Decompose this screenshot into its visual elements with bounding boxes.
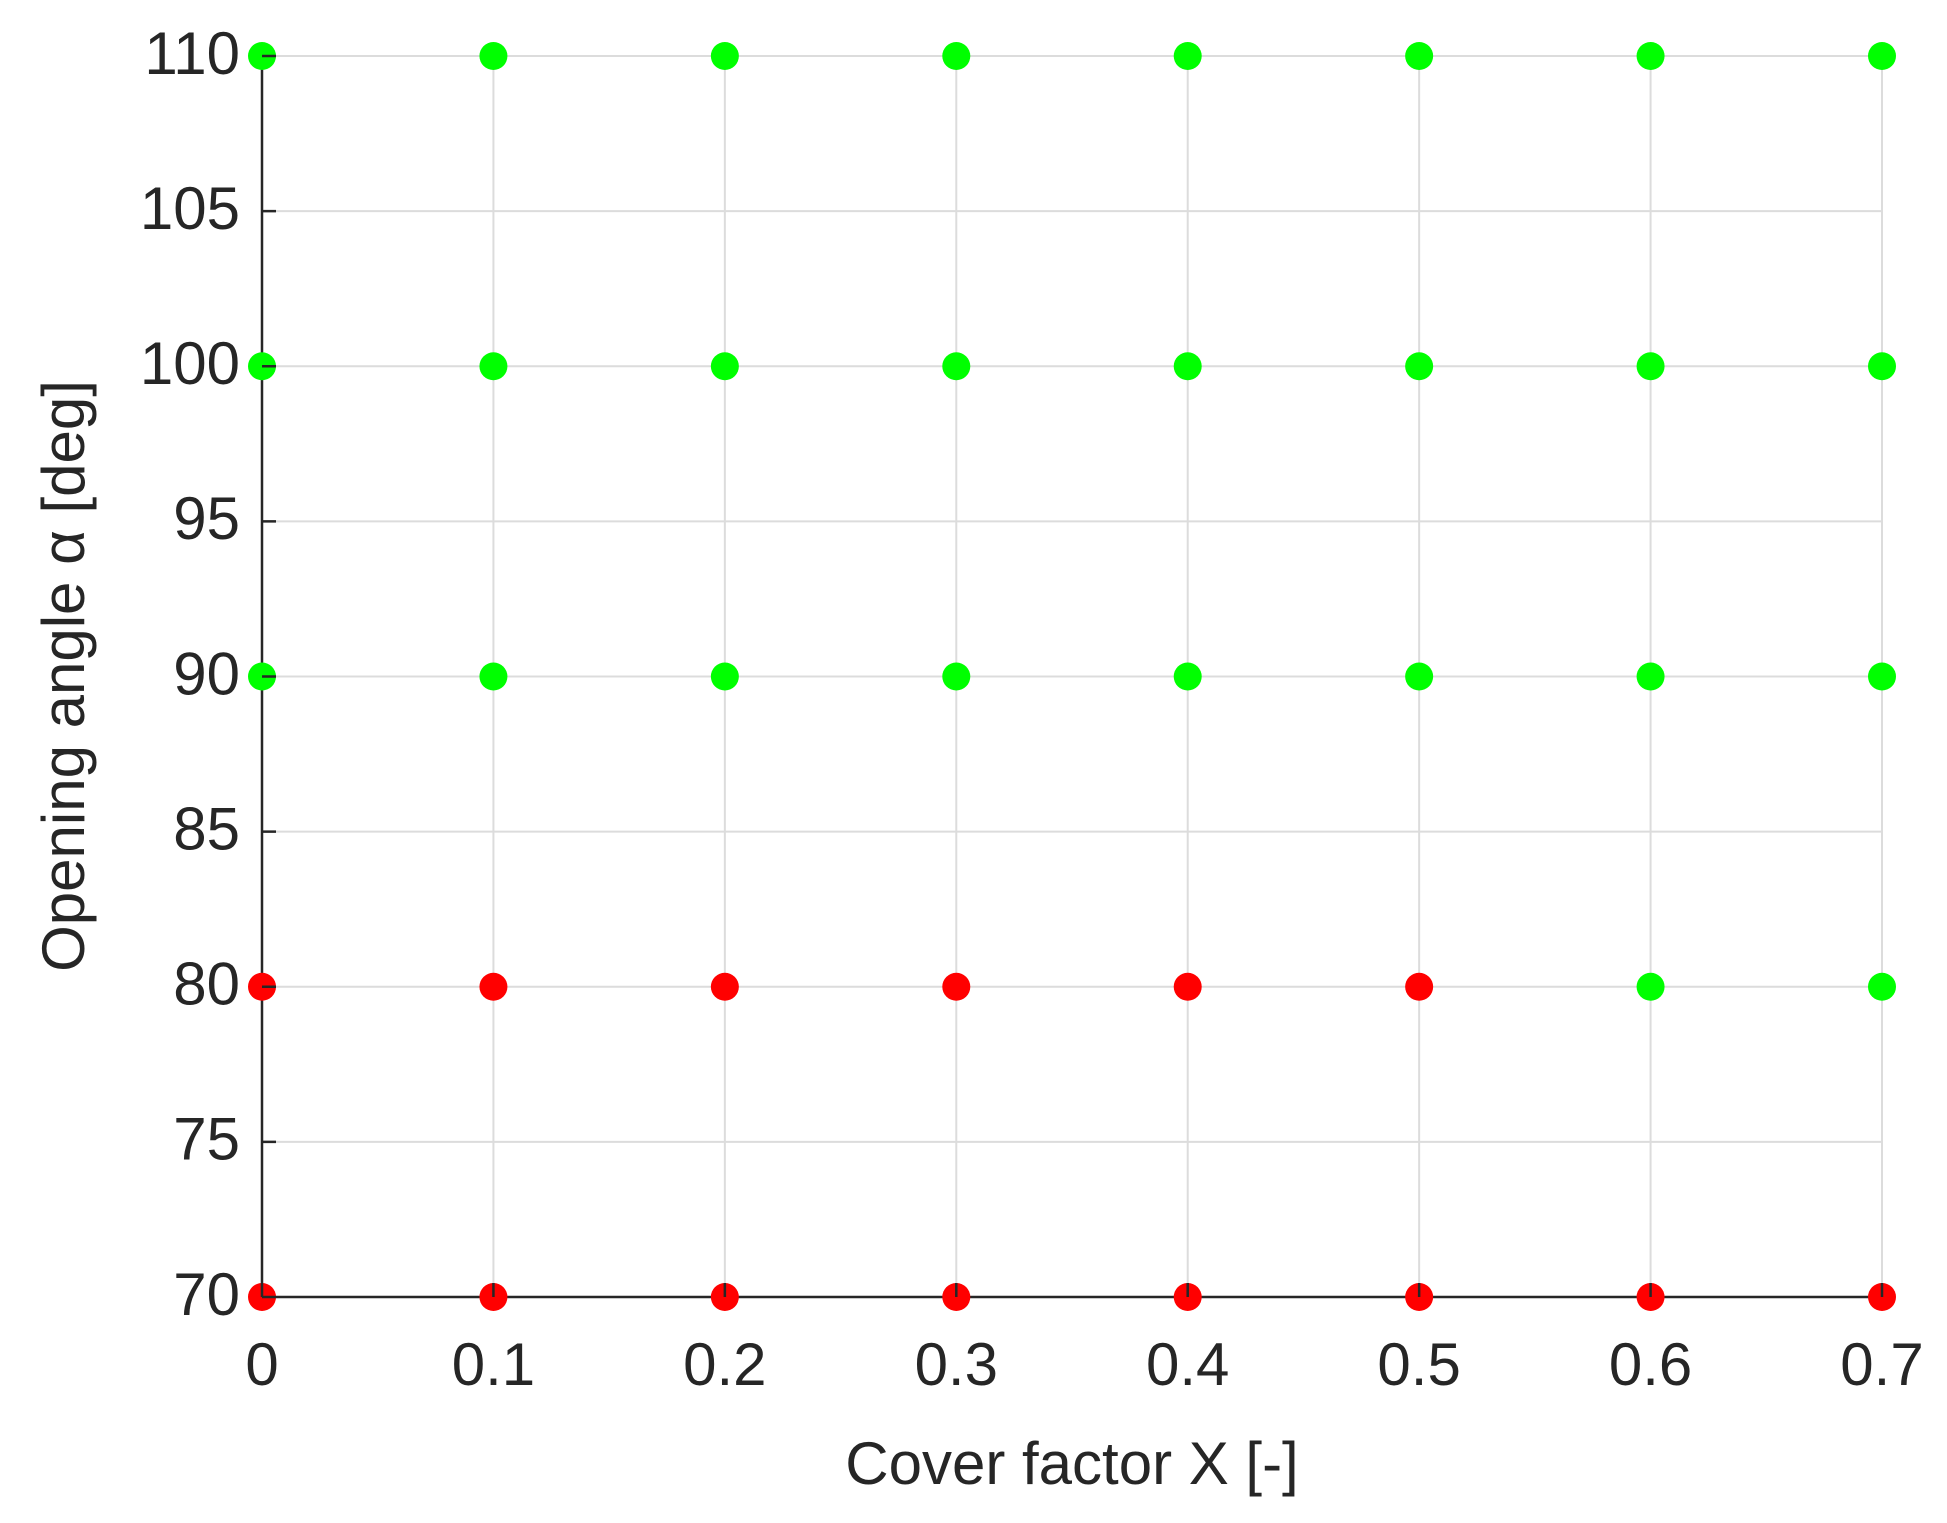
x-tick-label: 0.1 xyxy=(452,1331,535,1398)
point xyxy=(479,662,508,691)
y-axis-label: Opening angle α [deg] xyxy=(30,380,97,972)
x-tick-label: 0.4 xyxy=(1146,1331,1229,1398)
y-tick-label: 95 xyxy=(173,485,240,552)
point xyxy=(710,662,739,691)
y-tick-label: 85 xyxy=(173,795,240,862)
point xyxy=(1173,662,1202,691)
point xyxy=(1636,662,1665,691)
point xyxy=(1405,662,1434,691)
y-tick-label: 110 xyxy=(144,20,240,87)
point xyxy=(1868,972,1896,1001)
point xyxy=(1636,972,1665,1001)
point xyxy=(710,352,739,381)
point xyxy=(1405,352,1434,381)
point xyxy=(1405,972,1434,1001)
x-tick-label: 0.2 xyxy=(683,1331,766,1398)
point xyxy=(942,972,971,1001)
point xyxy=(1636,42,1665,70)
points xyxy=(248,42,1896,1311)
x-axis-label: Cover factor X [-] xyxy=(845,1430,1298,1497)
point xyxy=(479,352,508,381)
x-tick-label: 0.3 xyxy=(915,1331,998,1398)
x-tick-label: 0.6 xyxy=(1609,1331,1692,1398)
point xyxy=(1173,42,1202,70)
y-tick-label: 105 xyxy=(140,175,240,242)
point xyxy=(942,662,971,691)
point xyxy=(1868,42,1896,70)
point xyxy=(479,42,508,70)
point xyxy=(1868,662,1896,691)
point xyxy=(710,42,739,70)
point xyxy=(1405,42,1434,70)
point xyxy=(1173,972,1202,1001)
y-tick-label: 90 xyxy=(173,640,240,707)
point xyxy=(710,972,739,1001)
x-tick-label: 0.5 xyxy=(1377,1331,1460,1398)
x-tick-label: 0 xyxy=(245,1331,278,1398)
point xyxy=(479,972,508,1001)
y-tick-label: 100 xyxy=(140,330,240,397)
y-tick-label: 80 xyxy=(173,951,240,1018)
point xyxy=(942,352,971,381)
x-tick-label: 0.7 xyxy=(1840,1331,1923,1398)
point xyxy=(1173,352,1202,381)
point xyxy=(1868,352,1896,381)
point xyxy=(1636,352,1665,381)
y-tick-label: 75 xyxy=(173,1106,240,1173)
point xyxy=(942,42,971,70)
y-tick-label: 70 xyxy=(173,1261,240,1328)
